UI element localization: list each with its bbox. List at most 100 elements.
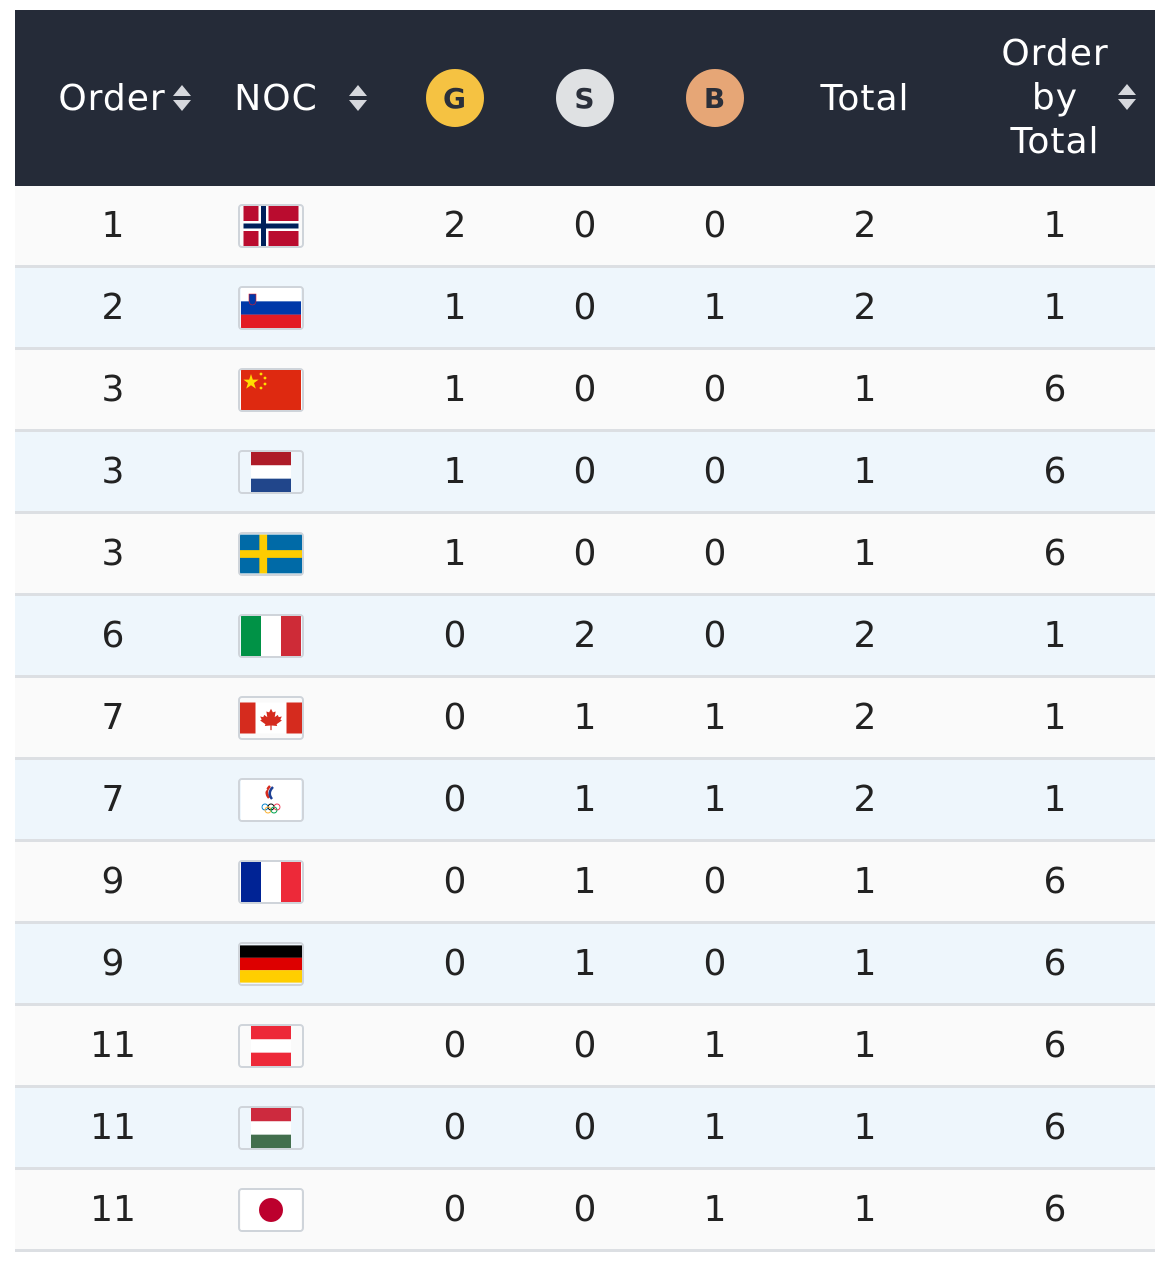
gold-column-header: G: [395, 10, 515, 186]
order-by-total-label-line1: Order: [1001, 33, 1109, 74]
total-count-cell: 1: [853, 1107, 877, 1148]
germany-flag: [238, 941, 304, 986]
noc-header-label: NOC: [234, 77, 318, 119]
sweden-flag: [238, 531, 304, 576]
bronze-count-cell: 0: [703, 943, 727, 984]
canada-flag: [238, 695, 304, 740]
noc-cell: [211, 924, 331, 1003]
sort-arrows-icon[interactable]: [172, 83, 192, 113]
sort-arrows-icon[interactable]: [1117, 82, 1137, 112]
silver-medal-icon: S: [556, 69, 614, 127]
roc-flag: [238, 777, 304, 822]
gold-count-cell: 0: [443, 943, 467, 984]
netherlands-flag: [238, 449, 304, 494]
noc-cell: [211, 1088, 331, 1167]
noc-cell: [211, 842, 331, 921]
order-header-label: Order: [58, 77, 166, 119]
sort-arrows-icon[interactable]: [348, 83, 368, 113]
noc-column-header[interactable]: NOC: [211, 10, 391, 186]
bronze-count-cell: 0: [703, 861, 727, 902]
order-cell: 2: [101, 287, 125, 328]
table-row: 3 1 0 0 1 6: [15, 432, 1155, 514]
order-by-total-cell: 1: [1043, 615, 1067, 656]
gold-count-cell: 0: [443, 1189, 467, 1230]
gold-count-cell: 0: [443, 615, 467, 656]
total-count-cell: 1: [853, 533, 877, 574]
bronze-medal-icon: B: [686, 69, 744, 127]
noc-cell: [211, 268, 331, 347]
order-cell: 11: [90, 1107, 136, 1148]
japan-flag: [238, 1187, 304, 1232]
bronze-count-cell: 1: [703, 1189, 727, 1230]
total-count-cell: 2: [853, 205, 877, 246]
bronze-label: B: [703, 81, 727, 115]
order-by-total-cell: 6: [1043, 533, 1067, 574]
order-by-total-column-header[interactable]: Order by Total: [975, 10, 1135, 186]
silver-count-cell: 1: [573, 861, 597, 902]
noc-cell: [211, 678, 331, 757]
total-column-header: Total: [785, 10, 945, 186]
noc-cell: [211, 186, 331, 265]
order-by-total-cell: 1: [1043, 287, 1067, 328]
italy-flag: [238, 613, 304, 658]
medal-table: Order NOC G S B Total Order by Total 1 2 0…: [15, 10, 1155, 1252]
total-count-cell: 1: [853, 1025, 877, 1066]
silver-count-cell: 2: [573, 615, 597, 656]
total-count-cell: 1: [853, 861, 877, 902]
bronze-count-cell: 1: [703, 697, 727, 738]
bronze-count-cell: 1: [703, 287, 727, 328]
order-cell: 9: [101, 861, 125, 902]
silver-count-cell: 1: [573, 779, 597, 820]
table-row: 11 0 0 1 1 6: [15, 1088, 1155, 1170]
bronze-count-cell: 0: [703, 369, 727, 410]
bronze-column-header: B: [655, 10, 775, 186]
china-flag: [238, 367, 304, 412]
slovenia-flag: [238, 285, 304, 330]
table-row: 1 2 0 0 2 1: [15, 186, 1155, 268]
order-cell: 3: [101, 369, 125, 410]
table-row: 2 1 0 1 2 1: [15, 268, 1155, 350]
total-count-cell: 1: [853, 1189, 877, 1230]
order-cell: 9: [101, 943, 125, 984]
total-count-cell: 2: [853, 287, 877, 328]
france-flag: [238, 859, 304, 904]
total-count-cell: 1: [853, 369, 877, 410]
gold-count-cell: 0: [443, 1107, 467, 1148]
table-row: 9 0 1 0 1 6: [15, 842, 1155, 924]
silver-label: S: [574, 81, 596, 115]
table-header: Order NOC G S B Total Order by Total: [15, 10, 1155, 186]
order-by-total-cell: 6: [1043, 1189, 1067, 1230]
total-count-cell: 1: [853, 943, 877, 984]
noc-cell: [211, 432, 331, 511]
bronze-count-cell: 0: [703, 615, 727, 656]
gold-medal-icon: G: [426, 69, 484, 127]
noc-cell: [211, 1006, 331, 1085]
noc-cell: [211, 760, 331, 839]
order-column-header[interactable]: Order: [45, 10, 205, 186]
table-row: 11 0 0 1 1 6: [15, 1170, 1155, 1252]
table-row: 11 0 0 1 1 6: [15, 1006, 1155, 1088]
total-count-cell: 1: [853, 451, 877, 492]
silver-count-cell: 0: [573, 369, 597, 410]
total-header-label: Total: [820, 77, 910, 119]
total-count-cell: 2: [853, 615, 877, 656]
silver-count-cell: 0: [573, 1025, 597, 1066]
noc-cell: [211, 596, 331, 675]
order-cell: 1: [101, 205, 125, 246]
order-by-total-cell: 1: [1043, 205, 1067, 246]
silver-count-cell: 0: [573, 287, 597, 328]
table-row: 3 1 0 0 1 6: [15, 350, 1155, 432]
silver-count-cell: 0: [573, 1189, 597, 1230]
gold-label: G: [443, 81, 467, 115]
gold-count-cell: 0: [443, 861, 467, 902]
gold-count-cell: 0: [443, 779, 467, 820]
bronze-count-cell: 0: [703, 451, 727, 492]
table-row: 7 0 1 1 2 1: [15, 678, 1155, 760]
gold-count-cell: 1: [443, 451, 467, 492]
silver-count-cell: 0: [573, 451, 597, 492]
order-cell: 11: [90, 1025, 136, 1066]
gold-count-cell: 0: [443, 697, 467, 738]
gold-count-cell: 1: [443, 533, 467, 574]
bronze-count-cell: 1: [703, 1025, 727, 1066]
